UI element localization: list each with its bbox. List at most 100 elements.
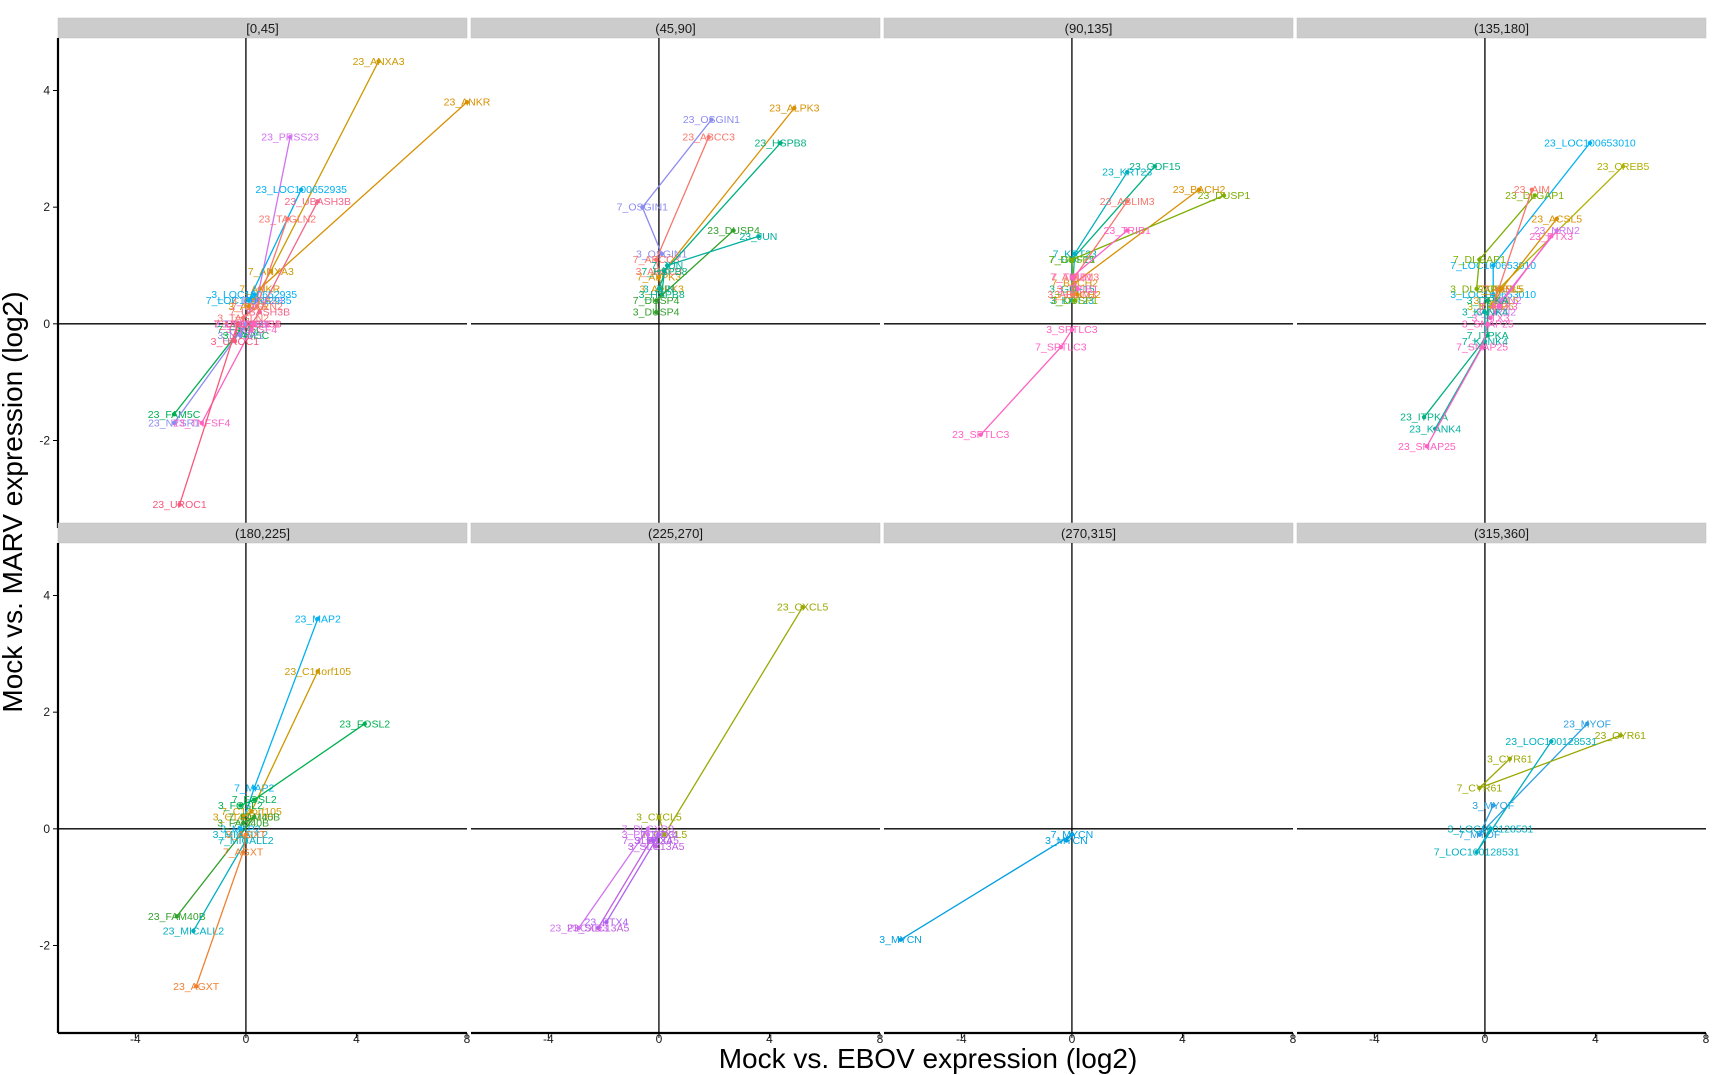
point-label: 7_DUSP1 — [1049, 254, 1096, 266]
point-label: 23_MICALL2 — [163, 925, 224, 937]
data-point — [1069, 832, 1075, 837]
point-label: 7_AIM — [1484, 283, 1514, 295]
facet-strip-label: (45,90] — [655, 21, 695, 36]
y-axis-title: Mock vs. MARV expression (log2) — [0, 291, 28, 712]
data-point — [1064, 838, 1069, 843]
point-label: 23_TAGLN2 — [259, 213, 317, 225]
point-label: 7_AGXT — [223, 847, 264, 859]
data-point — [1485, 321, 1490, 327]
data-point — [778, 140, 783, 146]
data-point — [665, 263, 670, 268]
point-label: 23_ITPKA — [1400, 412, 1448, 424]
data-point — [653, 298, 659, 303]
data-point — [1482, 309, 1488, 315]
point-label: 7_LOC100653010 — [1450, 260, 1536, 272]
data-point — [257, 309, 262, 315]
point-label: 7_TNFSF4 — [229, 318, 281, 330]
y-tick-label: 2 — [43, 200, 50, 214]
facet-strip — [883, 522, 1294, 544]
point-label: 23_BACH2 — [1173, 184, 1226, 196]
point-label: 23_FOSL2 — [339, 718, 390, 730]
data-point — [171, 420, 177, 426]
gene-series: 3_DLGAP1 7_DLGAP1 23_DLGAP1 — [1450, 190, 1564, 295]
data-point — [651, 838, 656, 843]
facet-panel: (315,360] -4 0 4 8 3_MYOF7_MYOF23_MYOF3_CYR61… — [1296, 522, 1710, 1046]
series-line — [658, 606, 804, 837]
data-point — [1584, 721, 1590, 727]
gene-series: 3_OSGIN1 7_OSGIN1 23_OSGIN1 — [617, 114, 741, 260]
point-label: 7_ALPK3 — [637, 272, 682, 284]
facet-panel: (180,225] -2 0 2 4 -4 0 4 8 3_MAP2 7_MAP2 23_MAP2 3_… — [39, 522, 471, 1046]
facet-strip-label: (135,180] — [1474, 21, 1529, 36]
data-point — [1075, 286, 1080, 292]
data-point — [235, 321, 240, 327]
point-label: 3_DUSP1 — [1051, 295, 1098, 307]
x-tick-label: 0 — [656, 1032, 663, 1046]
data-point — [656, 286, 662, 292]
facet-strip — [470, 522, 881, 544]
point-label: 3_MYCN — [879, 934, 922, 946]
data-point — [238, 832, 243, 837]
point-label: 3_PTX3 — [1471, 313, 1509, 325]
point-label: 3_MYOF — [1472, 800, 1514, 812]
data-point — [1069, 327, 1075, 332]
point-label: 7_DLGAP1 — [1453, 254, 1506, 266]
data-point — [252, 797, 257, 802]
point-label: 3_AGXT — [226, 829, 267, 841]
point-label: 23_GDF15 — [1129, 161, 1181, 173]
point-label: 23_AIM — [1514, 184, 1550, 196]
point-label: 3_NRN2 — [1476, 307, 1516, 319]
data-point — [1072, 251, 1077, 257]
x-tick-label: 8 — [1290, 1032, 1297, 1046]
point-label: 7_ITPKA — [1467, 330, 1509, 342]
data-point — [756, 234, 761, 239]
point-label: 7_PLCXD3 — [622, 823, 675, 835]
data-point — [645, 826, 651, 832]
point-label: 23_HSPB8 — [755, 138, 807, 150]
point-label: 23_PRSS23 — [261, 132, 319, 144]
x-tick-label: 4 — [353, 1032, 360, 1046]
point-label: 23_SPTLC3 — [952, 429, 1009, 441]
x-tick-label: 4 — [1179, 1032, 1186, 1046]
gene-series: 3_SPTLC3 7_SPTLC3 23_SPTLC3 — [952, 324, 1098, 441]
data-point — [640, 204, 645, 210]
data-point — [246, 298, 251, 303]
data-point — [243, 321, 249, 327]
data-point — [238, 333, 243, 338]
data-point — [315, 199, 320, 204]
data-point — [174, 914, 180, 919]
point-label: 3_ACSL5 — [1473, 295, 1518, 307]
data-point — [604, 919, 609, 925]
point-label: 7_PTX3 — [1480, 301, 1518, 313]
point-label: 23_OSGIN1 — [683, 114, 740, 126]
data-point — [1124, 199, 1130, 204]
data-point — [191, 928, 196, 934]
data-point — [1221, 193, 1227, 198]
point-label: 7_LOC100128531 — [1434, 847, 1520, 859]
data-point — [1485, 333, 1490, 338]
facet-panel: (45,90]3_ALPK37_ALPK323_ALPK33_OSGIN17_O… — [470, 17, 881, 528]
x-tick-label: 8 — [464, 1032, 471, 1046]
point-label: 7_SPTLC3 — [1035, 342, 1087, 354]
y-tick-label: 0 — [43, 822, 50, 836]
gene-series: 3_KANK4 7_KANK4 23_KANK4 — [1409, 307, 1508, 436]
point-label: 7_LOC100652935 — [206, 295, 292, 307]
point-label: 7_TAGLN2 — [231, 301, 283, 313]
facet-strip-label: (270,315] — [1061, 526, 1116, 541]
point-label: 23_ALPK3 — [769, 103, 819, 115]
gene-series: 3_KRT23 7_KRT23 23_KRT23 — [1050, 167, 1153, 307]
point-label: 3_OSGIN1 — [636, 248, 688, 260]
y-tick-label: 2 — [43, 705, 50, 719]
point-label: 7_SLC13A5 — [622, 835, 679, 847]
point-label: 3_JUN — [643, 283, 675, 295]
point-label: 7_NTSR1 — [223, 318, 269, 330]
data-point — [177, 502, 182, 507]
data-point — [1488, 315, 1493, 321]
point-label: 3_MICALL2 — [213, 829, 269, 841]
panels-layer: [0,45]-20243_ANXA37_ANXA323_ANXA33_ANKR7… — [39, 17, 1710, 1046]
point-label: 3_SPTLC3 — [1046, 324, 1098, 336]
